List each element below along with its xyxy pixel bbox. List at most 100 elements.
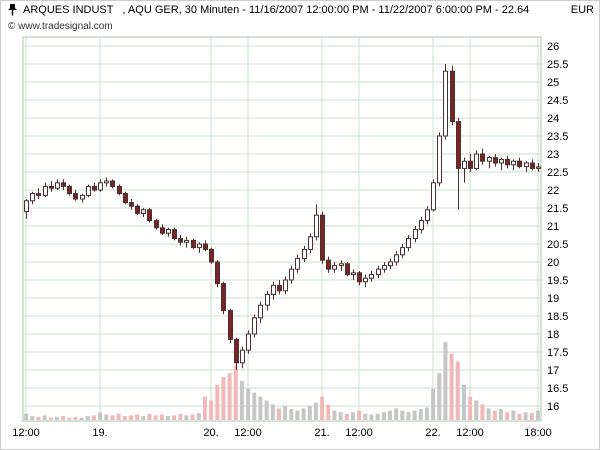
y-axis-label: 22.5 — [547, 167, 568, 179]
volume-bar — [110, 415, 115, 420]
y-axis-label: 23 — [547, 149, 559, 161]
volume-bar — [153, 415, 158, 420]
volume-bar — [61, 416, 66, 420]
candle-body — [147, 209, 152, 222]
volume-bar — [381, 412, 386, 420]
y-axis-label: 22 — [547, 185, 559, 197]
chart-header: ARQUES INDUST , AQU GER, 30 Minuten - 11… — [7, 4, 529, 16]
candle-body — [36, 193, 41, 196]
y-axis-label: 16 — [547, 401, 559, 413]
volume-bar — [221, 377, 226, 420]
volume-bar — [258, 396, 263, 420]
y-axis-label: 26 — [547, 41, 559, 53]
candle-body — [283, 279, 288, 292]
volume-bar — [529, 413, 534, 420]
candle-body — [363, 277, 368, 283]
volume-bar — [128, 415, 133, 420]
pushpin-icon[interactable] — [7, 4, 18, 16]
volume-bar — [165, 416, 170, 420]
y-axis-label: 25 — [547, 77, 559, 89]
volume-bar — [246, 388, 251, 420]
candle-body — [425, 209, 430, 222]
volume-bar — [320, 396, 325, 420]
candle-body — [505, 158, 510, 166]
volume-bar — [79, 417, 84, 420]
volume-bar — [301, 408, 306, 420]
x-axis-label: 12:00 — [12, 427, 40, 439]
volume-bar — [141, 416, 146, 420]
candle-body — [228, 310, 233, 340]
chart-title: ARQUES INDUST , AQU GER, 30 Minuten - 11… — [23, 4, 530, 16]
candle-body — [511, 160, 516, 166]
volume-bar — [135, 414, 140, 420]
volume-bar — [196, 413, 201, 420]
candle-body — [123, 193, 128, 204]
candle-body — [517, 160, 522, 168]
volume-bar — [295, 410, 300, 420]
volume-bar — [54, 416, 59, 420]
x-axis-label: 12:00 — [456, 427, 484, 439]
candle-body — [314, 214, 319, 238]
candle-body — [351, 272, 356, 276]
volume-bar — [283, 406, 288, 420]
volume-bar — [412, 410, 417, 420]
candle-body — [258, 304, 263, 319]
candle-body — [289, 268, 294, 281]
volume-bar — [387, 410, 392, 420]
volume-bar — [350, 412, 355, 420]
y-axis-label: 20 — [547, 257, 559, 269]
volume-bar — [209, 400, 214, 420]
candle-body — [178, 238, 183, 243]
volume-bar — [172, 415, 177, 420]
y-axis-label: 17 — [547, 365, 559, 377]
candle-body — [49, 185, 54, 189]
volume-bar — [264, 400, 269, 420]
y-axis-label: 17.5 — [547, 347, 568, 359]
x-axis-label: 21. — [314, 427, 329, 439]
y-axis-label: 19.5 — [547, 275, 568, 287]
candle-body — [209, 248, 214, 263]
candle-body — [308, 236, 313, 250]
volume-bar — [42, 415, 47, 420]
candle-body — [246, 333, 251, 351]
candle-body — [252, 317, 257, 335]
candle-body — [530, 162, 535, 169]
candle-body — [406, 238, 411, 249]
volume-bar — [159, 414, 164, 420]
candle-body — [524, 162, 529, 168]
volume-bar — [215, 384, 220, 420]
y-axis-label: 21.5 — [547, 203, 568, 215]
volume-bar — [443, 342, 448, 420]
candle-body — [240, 349, 245, 364]
plot-frame — [22, 36, 542, 422]
candle-body — [450, 70, 455, 123]
volume-bar — [424, 407, 429, 420]
candle-body — [117, 185, 122, 195]
volume-bar — [276, 408, 281, 420]
volume-bar — [289, 409, 294, 420]
volume-bar — [535, 410, 540, 420]
candle-body — [172, 229, 177, 240]
candle-body — [43, 185, 48, 196]
volume-bar — [511, 410, 516, 420]
volume-bar — [523, 412, 528, 420]
volume-bar — [418, 409, 423, 420]
volume-bar — [474, 400, 479, 420]
volume-bar — [480, 404, 485, 420]
candle-body — [197, 243, 202, 249]
candle-body — [30, 193, 35, 202]
x-axis-label: 18:00 — [524, 427, 552, 439]
y-axis-label: 24 — [547, 113, 559, 125]
candle-body — [413, 229, 418, 240]
volume-bar — [104, 414, 109, 420]
x-axis-label: 12:00 — [234, 427, 262, 439]
y-axis-label: 18 — [547, 329, 559, 341]
volume-bar — [85, 416, 90, 420]
candle-body — [67, 185, 72, 195]
volume-bar — [190, 414, 195, 420]
volume-bar — [394, 408, 399, 420]
volume-bar — [48, 417, 53, 420]
volume-bar — [344, 413, 349, 420]
volume-bar — [67, 417, 72, 420]
